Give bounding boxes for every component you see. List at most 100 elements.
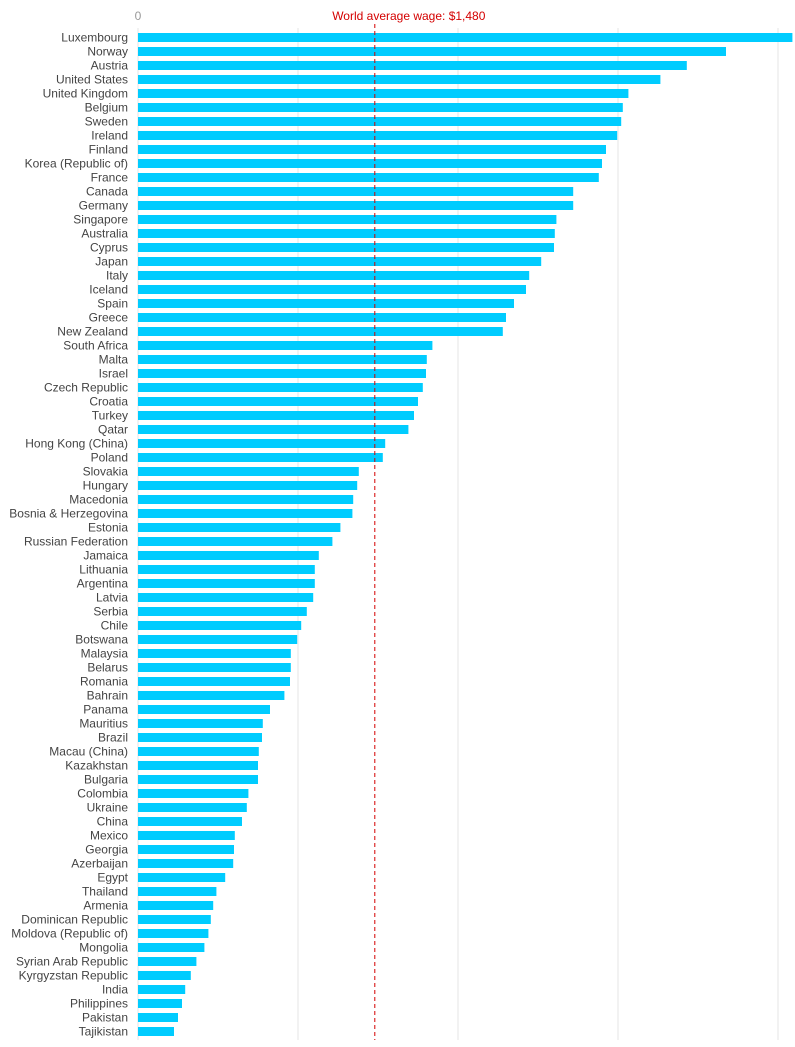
bar: [138, 747, 259, 756]
category-label: Romania: [80, 675, 128, 689]
category-label: Russian Federation: [24, 535, 128, 549]
bar: [138, 943, 205, 952]
bar: [138, 453, 383, 462]
bar: [138, 425, 409, 434]
bar: [138, 607, 307, 616]
category-label: Hong Kong (China): [25, 437, 128, 451]
category-label: Belgium: [85, 101, 128, 115]
bar: [138, 803, 247, 812]
category-label: Israel: [99, 367, 128, 381]
bar: [138, 621, 302, 630]
bar: [138, 397, 418, 406]
category-label: Lithuania: [79, 563, 128, 577]
category-label: Jamaica: [83, 549, 128, 563]
category-label: Mexico: [90, 829, 128, 843]
category-label: Kazakhstan: [65, 759, 128, 773]
category-label: Ukraine: [87, 801, 129, 815]
bar: [138, 859, 234, 868]
category-label: United States: [56, 73, 128, 87]
bar: [138, 481, 358, 490]
bar: [138, 551, 319, 560]
category-label: Syrian Arab Republic: [16, 955, 128, 969]
bar: [138, 495, 354, 504]
bar: [138, 327, 503, 336]
category-label: Korea (Republic of): [25, 157, 128, 171]
bar: [138, 201, 574, 210]
category-label: Czech Republic: [44, 381, 128, 395]
bar: [138, 1013, 178, 1022]
category-label: Bahrain: [87, 689, 128, 703]
category-label: South Africa: [63, 339, 128, 353]
bar: [138, 733, 262, 742]
category-label: Mongolia: [79, 941, 128, 955]
bar: [138, 789, 249, 798]
bar: [138, 439, 386, 448]
category-label: Turkey: [92, 409, 128, 423]
bar: [138, 145, 606, 154]
bar: [138, 47, 726, 56]
bar: [138, 313, 506, 322]
bar: [138, 901, 214, 910]
bar: [138, 159, 602, 168]
category-label: Egypt: [97, 871, 128, 885]
category-label: Colombia: [77, 787, 128, 801]
bar: [138, 761, 258, 770]
category-label: Croatia: [89, 395, 128, 409]
category-label: Philippines: [70, 997, 128, 1011]
world-average-label: World average wage: $1,480: [332, 9, 486, 23]
x-tick-label-0: 0: [135, 9, 142, 23]
category-label: Ireland: [91, 129, 128, 143]
bar: [138, 411, 414, 420]
category-label: Luxembourg: [61, 31, 128, 45]
bar: [138, 831, 235, 840]
category-label: Mauritius: [79, 717, 128, 731]
bar: [138, 579, 315, 588]
bar: [138, 257, 542, 266]
category-label: Tajikistan: [79, 1025, 128, 1039]
category-label: Canada: [86, 185, 128, 199]
category-label: Latvia: [96, 591, 128, 605]
category-label: Macedonia: [69, 493, 128, 507]
bar: [138, 131, 618, 140]
bar: [138, 817, 242, 826]
category-label: Estonia: [88, 521, 128, 535]
category-label: Germany: [79, 199, 128, 213]
bar: [138, 229, 555, 238]
bar: [138, 915, 211, 924]
bars: [138, 33, 793, 1036]
bar: [138, 999, 182, 1008]
category-label: Hungary: [83, 479, 128, 493]
category-label: New Zealand: [57, 325, 128, 339]
bar: [138, 1027, 174, 1036]
category-label: Kyrgyzstan Republic: [19, 969, 128, 983]
bar: [138, 635, 298, 644]
bar: [138, 355, 427, 364]
category-label: Bosnia & Herzegovina: [9, 507, 128, 521]
bar: [138, 775, 258, 784]
category-label: Thailand: [82, 885, 128, 899]
bar: [138, 971, 191, 980]
bar: [138, 565, 315, 574]
bar: [138, 243, 554, 252]
category-label: Austria: [91, 59, 129, 73]
bar: [138, 523, 341, 532]
bar: [138, 299, 514, 308]
category-label: Bulgaria: [84, 773, 128, 787]
category-label: Iceland: [89, 283, 128, 297]
category-label: Qatar: [98, 423, 128, 437]
gridlines: [137, 28, 779, 1040]
category-label: Japan: [95, 255, 128, 269]
bar: [138, 719, 263, 728]
bar: [138, 103, 623, 112]
category-label: Malta: [99, 353, 129, 367]
category-label: Azerbaijan: [71, 857, 128, 871]
bar: [138, 677, 290, 686]
bar: [138, 467, 359, 476]
category-label: Norway: [87, 45, 128, 59]
bar: [138, 887, 217, 896]
bar: [138, 509, 353, 518]
category-label: Spain: [97, 297, 128, 311]
bar: [138, 271, 530, 280]
